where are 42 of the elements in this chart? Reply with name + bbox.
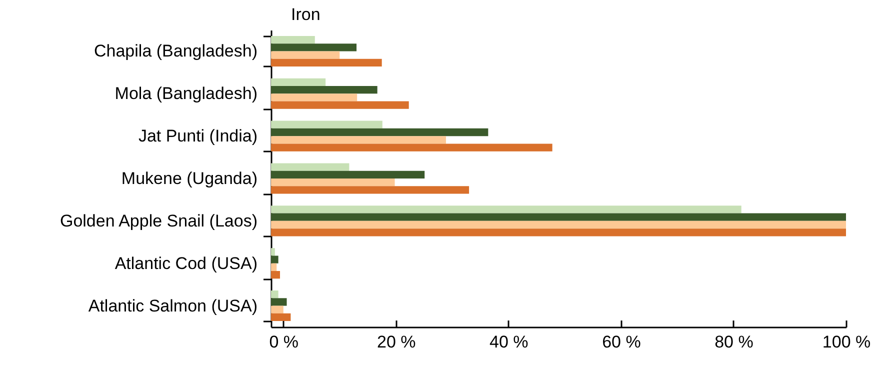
y-tick-label: Atlantic Cod (USA) <box>114 254 258 273</box>
bar <box>271 263 277 271</box>
bar <box>271 313 291 322</box>
x-tick-label: 60 % <box>602 332 641 352</box>
bar <box>271 220 846 229</box>
bar <box>271 36 315 44</box>
bar <box>271 228 846 236</box>
bar <box>271 270 280 279</box>
bar <box>271 120 382 128</box>
bar <box>271 248 275 256</box>
bar <box>271 290 278 298</box>
bar <box>271 256 278 264</box>
y-tick-label: Jat Punti (India) <box>138 126 258 146</box>
bar <box>271 94 358 102</box>
bar <box>271 136 446 144</box>
y-tick-label: Golden Apple Snail (Laos) <box>60 211 258 230</box>
x-tick-label: 20 % <box>377 332 416 352</box>
x-tick-label: 0 % <box>269 332 299 352</box>
y-tick-label: Mola (Bangladesh) <box>114 84 258 104</box>
bar <box>271 306 284 314</box>
bar <box>271 298 287 306</box>
y-tick-label: Mukene (Uganda) <box>121 169 258 188</box>
x-tick-label: 80 % <box>714 332 754 352</box>
bar <box>271 206 742 214</box>
x-tick-label: 100 % <box>822 332 871 352</box>
chart-title: Iron <box>291 5 320 24</box>
bar <box>271 44 357 52</box>
bar <box>271 78 326 86</box>
bar <box>271 144 552 152</box>
y-tick-label: Chapila (Bangladesh) <box>94 42 258 61</box>
bar <box>271 213 846 221</box>
bar <box>271 101 409 109</box>
bar <box>271 128 488 136</box>
bar <box>271 58 382 66</box>
x-tick-label: 40 % <box>490 332 528 352</box>
bar <box>271 163 350 171</box>
bar <box>271 86 378 94</box>
bar <box>271 186 470 194</box>
bar <box>271 170 425 178</box>
y-tick-label: Atlantic Salmon (USA) <box>88 296 258 316</box>
bar <box>271 51 340 59</box>
bar <box>271 178 395 186</box>
